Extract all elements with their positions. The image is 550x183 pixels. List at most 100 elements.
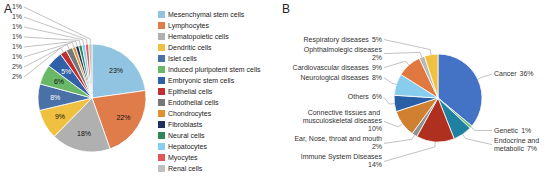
data-label: 1%	[12, 3, 22, 10]
legend-swatch	[158, 110, 165, 117]
value-label: 1%	[12, 13, 22, 20]
legend-label: Induced pluripotent stem cells	[168, 66, 261, 74]
legend-label: Myocytes	[168, 154, 198, 162]
pie-chart: A23%22%18%9%8%6%5%2%2%1%1%1%1%1%1%Mesenc…	[4, 2, 261, 172]
value-label: 2%	[372, 54, 382, 61]
legend-label: Lymphocytes	[168, 22, 209, 30]
legend-swatch	[158, 44, 165, 51]
data-label: 2%	[12, 63, 22, 70]
legend-swatch	[158, 55, 165, 62]
category-label: Ophthalmolegic diseases	[304, 46, 383, 54]
legend-swatch	[158, 165, 165, 172]
data-label: 8%	[50, 94, 60, 101]
legend-label: Mesenchymal stem cells	[168, 11, 245, 19]
category-label-line: musculoskeletal diseases	[303, 117, 383, 124]
legend-label: Islet cells	[168, 55, 197, 62]
category-label-line: Ear, Nose, throat and mouth	[294, 135, 382, 142]
pie-slice	[424, 54, 438, 98]
value-label: 9%	[372, 64, 382, 71]
value-label: 2%	[372, 143, 382, 150]
pie-chart: B Cancer36% Genetic1% Endocrine and metabol…	[282, 2, 541, 168]
chart-canvas: A23%22%18%9%8%6%5%2%2%1%1%1%1%1%1%Mesenc…	[0, 0, 550, 183]
category-label-line: Respiratory diseases	[304, 36, 370, 44]
data-label: Genetic1%	[494, 127, 531, 134]
category-label: Connective tissues and musculoskeletal d…	[303, 109, 383, 124]
legend-swatch	[158, 33, 165, 40]
category-label: Respiratory diseases	[304, 36, 370, 44]
value-label: 5%	[372, 36, 382, 43]
data-label: Respiratory diseases5%	[304, 36, 383, 44]
data-label: Immune System Diseases14%	[301, 153, 383, 168]
category-label: Others	[348, 93, 370, 100]
value-label: 10%	[368, 125, 382, 132]
data-label: Connective tissues and musculoskeletal d…	[303, 109, 383, 132]
pie-slice	[92, 44, 145, 98]
legend-swatch	[158, 154, 165, 161]
leader-line	[384, 121, 402, 126]
value-label: 1%	[521, 127, 531, 134]
data-label: Others6%	[348, 93, 382, 100]
data-label: 9%	[55, 113, 65, 120]
data-label: Endocrine and metabolic7%	[494, 137, 541, 152]
category-label-line: Genetic	[494, 127, 519, 134]
pie-slice	[82, 44, 92, 98]
legend-label: Fibroblasts	[168, 121, 203, 128]
category-label-line: Others	[348, 93, 370, 100]
data-label: Ear, Nose, throat and mouth2%	[294, 135, 382, 150]
leader-line	[478, 74, 492, 79]
category-label: Immune System Diseases	[301, 153, 383, 161]
data-label: 2%	[12, 73, 22, 80]
legend: Mesenchymal stem cells Lymphocytes Hematop…	[158, 11, 261, 172]
category-label: Genetic	[494, 127, 519, 134]
data-label: 18%	[77, 130, 91, 137]
leader-line	[384, 61, 409, 67]
value-label: 1%	[12, 23, 22, 30]
value-label: 8%	[372, 74, 382, 81]
legend-label: Dendritic cells	[168, 44, 212, 51]
legend-label: Hepatocytes	[168, 143, 207, 151]
value-label: 1%	[12, 53, 22, 60]
legend-label: Endothelial cells	[168, 99, 219, 106]
pie-slice	[79, 45, 92, 98]
category-label-line: Cardiovascular diseases	[293, 64, 370, 71]
value-label: 2%	[12, 63, 22, 70]
data-label: 1%	[12, 53, 22, 60]
slices	[38, 44, 146, 152]
legend-swatch	[158, 11, 165, 18]
chart-title: A	[4, 2, 12, 16]
category-label-line: Ophthalmolegic diseases	[304, 46, 383, 54]
data-label: Neurological diseases8%	[300, 74, 382, 82]
category-label: Cardiovascular diseases	[293, 64, 370, 71]
category-label: Ear, Nose, throat and mouth	[294, 135, 382, 142]
legend-swatch	[158, 132, 165, 139]
legend-label: Renal cells	[168, 165, 203, 172]
legend-swatch	[158, 143, 165, 150]
legend-swatch	[158, 77, 165, 84]
category-label: Cancer	[494, 70, 517, 77]
value-label: 1%	[12, 43, 22, 50]
pie-slice	[85, 44, 92, 98]
pie-slice	[89, 44, 92, 98]
data-label: 22%	[116, 114, 130, 121]
legend-label: Hematopoietic cells	[168, 33, 229, 41]
data-label: 1%	[12, 23, 22, 30]
data-label: 23%	[109, 67, 123, 74]
leader-line	[384, 40, 431, 55]
leader-line	[471, 127, 492, 130]
leader-line	[384, 78, 396, 85]
category-label-line: Neurological diseases	[300, 74, 369, 82]
leader-line	[24, 41, 77, 47]
category-label: Endocrine and metabolic	[494, 137, 541, 152]
data-label: Cardiovascular diseases9%	[293, 64, 382, 71]
category-label: Neurological diseases	[300, 74, 369, 82]
value-label: 7%	[527, 145, 537, 152]
legend-swatch	[158, 66, 165, 73]
value-label: 1%	[12, 33, 22, 40]
leader-lines	[384, 40, 492, 162]
legend-swatch	[158, 88, 165, 95]
leader-lines	[24, 7, 90, 77]
chart-title: B	[282, 2, 290, 16]
legend-label: Neural cells	[168, 132, 205, 139]
legend-label: Embryonic stem cells	[168, 77, 235, 85]
data-label: Cancer36%	[494, 70, 534, 77]
